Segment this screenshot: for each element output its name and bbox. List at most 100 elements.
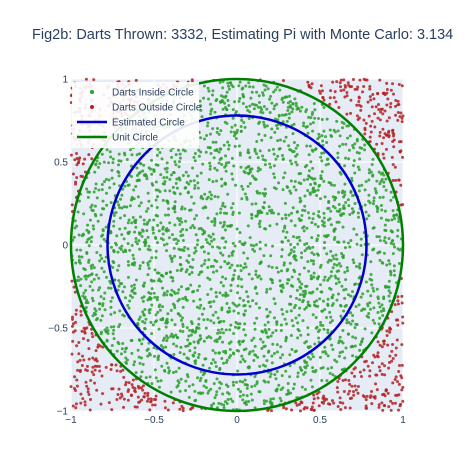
- dart-inside-point: [321, 139, 325, 143]
- dart-inside-point: [274, 88, 278, 92]
- dart-inside-point: [169, 308, 173, 312]
- dart-inside-point: [170, 318, 174, 322]
- dart-inside-point: [289, 284, 293, 288]
- dart-inside-point: [256, 275, 260, 279]
- dart-outside-point: [385, 119, 389, 123]
- dart-outside-point: [134, 78, 138, 82]
- dart-inside-point: [115, 234, 119, 238]
- dart-inside-point: [348, 213, 352, 217]
- dart-inside-point: [102, 207, 106, 211]
- dart-inside-point: [392, 269, 396, 273]
- dart-inside-point: [235, 348, 239, 352]
- dart-inside-point: [296, 375, 300, 379]
- dart-inside-point: [358, 348, 362, 352]
- dart-inside-point: [244, 166, 248, 170]
- dart-outside-point: [383, 364, 387, 368]
- dart-inside-point: [228, 347, 232, 351]
- dart-inside-point: [378, 182, 382, 186]
- dart-inside-point: [248, 350, 252, 354]
- dart-inside-point: [218, 157, 222, 161]
- dart-inside-point: [329, 249, 333, 253]
- dart-inside-point: [262, 402, 266, 406]
- dart-inside-point: [272, 152, 276, 156]
- dart-outside-point: [90, 370, 94, 374]
- dart-inside-point: [176, 216, 180, 220]
- dart-outside-point: [371, 93, 375, 97]
- dart-outside-point: [315, 392, 319, 396]
- dart-outside-point: [343, 406, 347, 410]
- dart-inside-point: [285, 95, 289, 99]
- dart-inside-point: [271, 281, 275, 285]
- dart-inside-point: [300, 256, 304, 260]
- dart-inside-point: [73, 219, 77, 223]
- dart-inside-point: [109, 299, 113, 303]
- dart-inside-point: [111, 260, 115, 264]
- dart-inside-point: [304, 366, 308, 370]
- dart-inside-point: [263, 163, 267, 167]
- dart-inside-point: [306, 131, 310, 135]
- dart-inside-point: [216, 316, 220, 320]
- dart-inside-point: [196, 186, 200, 190]
- dart-inside-point: [353, 326, 357, 330]
- dart-outside-point: [349, 98, 353, 102]
- dart-inside-point: [211, 245, 215, 249]
- dart-inside-point: [119, 247, 123, 251]
- dart-inside-point: [199, 226, 203, 230]
- dart-inside-point: [79, 277, 83, 281]
- dart-inside-point: [233, 100, 237, 104]
- dart-inside-point: [289, 105, 293, 109]
- dart-outside-point: [127, 388, 131, 392]
- dart-inside-point: [349, 322, 353, 326]
- dart-outside-point: [387, 361, 391, 365]
- dart-inside-point: [328, 286, 332, 290]
- dart-outside-point: [394, 99, 398, 103]
- dart-inside-point: [231, 202, 235, 206]
- legend-marker: [90, 105, 94, 109]
- dart-inside-point: [347, 320, 351, 324]
- dart-inside-point: [146, 235, 150, 239]
- dart-inside-point: [178, 255, 182, 259]
- dart-inside-point: [74, 261, 78, 265]
- dart-outside-point: [117, 387, 121, 391]
- dart-inside-point: [232, 273, 236, 277]
- dart-inside-point: [236, 311, 240, 315]
- dart-inside-point: [360, 339, 364, 343]
- dart-inside-point: [299, 333, 303, 337]
- dart-inside-point: [292, 306, 296, 310]
- dart-inside-point: [267, 205, 271, 209]
- dart-inside-point: [179, 318, 183, 322]
- dart-inside-point: [151, 226, 155, 230]
- dart-outside-point: [88, 398, 92, 402]
- dart-inside-point: [146, 273, 150, 277]
- dart-inside-point: [258, 167, 262, 171]
- dart-outside-point: [331, 80, 335, 84]
- dart-inside-point: [309, 183, 313, 187]
- dart-inside-point: [103, 308, 107, 312]
- dart-outside-point: [190, 406, 194, 410]
- dart-outside-point: [397, 393, 401, 397]
- dart-outside-point: [356, 385, 360, 389]
- dart-inside-point: [193, 346, 197, 350]
- dart-inside-point: [316, 188, 320, 192]
- dart-inside-point: [256, 210, 260, 214]
- dart-inside-point: [176, 148, 180, 152]
- dart-inside-point: [237, 99, 241, 103]
- dart-inside-point: [219, 211, 223, 215]
- dart-inside-point: [142, 313, 146, 317]
- dart-inside-point: [301, 319, 305, 323]
- dart-inside-point: [131, 253, 135, 257]
- dart-outside-point: [370, 105, 374, 109]
- dart-inside-point: [209, 152, 213, 156]
- dart-inside-point: [222, 143, 226, 147]
- dart-inside-point: [167, 236, 171, 240]
- dart-inside-point: [274, 329, 278, 333]
- dart-inside-point: [188, 342, 192, 346]
- dart-inside-point: [339, 264, 343, 268]
- dart-inside-point: [177, 366, 181, 370]
- dart-outside-point: [312, 397, 316, 401]
- dart-inside-point: [90, 272, 94, 276]
- dart-inside-point: [357, 215, 361, 219]
- dart-inside-point: [161, 318, 165, 322]
- dart-inside-point: [285, 230, 289, 234]
- dart-inside-point: [159, 379, 163, 383]
